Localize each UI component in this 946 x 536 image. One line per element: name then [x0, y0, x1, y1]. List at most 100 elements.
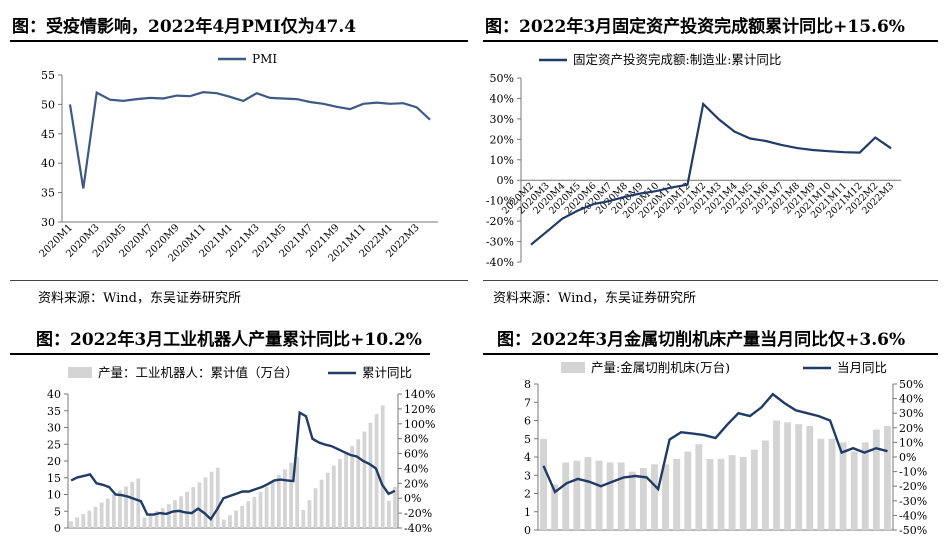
- bar: [338, 458, 342, 528]
- bar: [380, 405, 385, 528]
- source-rule: [10, 280, 468, 281]
- y-tick-label: 5: [524, 433, 531, 446]
- bar: [301, 509, 306, 528]
- legend-label: PMI: [252, 52, 277, 66]
- title-rule: [483, 353, 938, 355]
- bar: [221, 519, 226, 528]
- y2-tick-label: 120%: [404, 403, 435, 416]
- y-tick-label: 2: [524, 488, 531, 501]
- y-tick-label: 3: [524, 469, 531, 482]
- bar: [386, 500, 391, 528]
- y-tick-label: 1: [524, 506, 531, 519]
- bar: [69, 521, 73, 528]
- y2-tick-label: -10%: [899, 466, 927, 479]
- y-tick-label: -30%: [486, 236, 514, 249]
- y2-tick-label: 0%: [404, 492, 421, 505]
- bar: [191, 487, 196, 528]
- bar: [350, 445, 355, 528]
- chart-title: 图：2022年3月金属切削机床产量当月同比仅+3.6%: [497, 330, 906, 350]
- y-tick-label: -10%: [486, 195, 514, 208]
- bar: [75, 517, 80, 528]
- y-tick-label: 35: [41, 187, 55, 200]
- bar: [695, 444, 703, 530]
- bar: [606, 462, 614, 530]
- y2-tick-label: -40%: [899, 509, 927, 522]
- y-tick-label: 0%: [497, 174, 514, 187]
- bar: [283, 469, 287, 528]
- legend-label: 固定资产投资完成额:制造业:累计同比: [573, 52, 781, 67]
- robots-combo-chart: 0 5 10 15 20 25 30 35 40 -40% -20% 0% 20% 40%60% 80% 10…: [47, 365, 435, 535]
- y-tick-label: 40%: [490, 92, 514, 105]
- machine-tools-combo-chart: 0 1 2 3 4 5 6 7 8 -50% -40%-30% -20%-10% 0% 10%20% 30%…: [524, 360, 927, 536]
- bar: [828, 438, 836, 530]
- y2-tick-label: 30%: [899, 407, 923, 420]
- y2-tick-label: 80%: [404, 433, 428, 446]
- y-tick-label: 50: [41, 98, 55, 111]
- y2-tick-label: 0%: [899, 451, 916, 464]
- bar: [166, 504, 171, 528]
- bar: [628, 471, 636, 530]
- y2-tick-label: 20%: [404, 477, 428, 490]
- bar: [706, 458, 714, 530]
- bar: [307, 500, 312, 528]
- bar: [240, 505, 245, 528]
- bar: [584, 457, 592, 530]
- y2-tick-label: 60%: [404, 448, 428, 461]
- bar: [148, 514, 153, 528]
- bar: [215, 467, 220, 528]
- y-tick-label: 50%: [490, 72, 514, 85]
- bar: [289, 462, 293, 528]
- bar: [124, 486, 128, 528]
- series-line: [68, 90, 431, 189]
- legend-swatch-bar: [68, 367, 92, 378]
- bar: [806, 425, 814, 530]
- bar: [93, 506, 98, 528]
- y2-tick-label: 10%: [899, 436, 923, 449]
- bar: [197, 482, 202, 528]
- bar: [325, 472, 330, 528]
- y-tick-label: 5: [54, 505, 61, 518]
- series-line: [542, 392, 888, 494]
- bar: [639, 467, 647, 530]
- y-tick-label: 10: [47, 489, 61, 502]
- chart-panel-pmi: 图：受疫情影响，2022年4月PMI仅为47.4 30 35 40 45 50 55 202…: [10, 0, 470, 310]
- bar: [185, 491, 190, 528]
- bar: [173, 500, 177, 528]
- y2-tick-label: 20%: [899, 422, 923, 435]
- bar: [234, 510, 238, 528]
- bar: [739, 457, 747, 530]
- bar: [651, 464, 658, 530]
- y-tick-label: -20%: [486, 215, 514, 228]
- bar: [246, 501, 251, 528]
- bar: [817, 438, 825, 530]
- y2-tick-label: 50%: [899, 378, 923, 391]
- bar: [761, 440, 769, 530]
- y-tick-label: 30: [41, 216, 55, 229]
- bar: [884, 425, 891, 530]
- bar: [344, 452, 348, 528]
- y2-tick-label: 40%: [899, 393, 923, 406]
- bar: [368, 422, 373, 528]
- bar: [662, 464, 670, 530]
- bar: [861, 442, 869, 530]
- bar: [313, 488, 318, 528]
- y-tick-label: 0: [54, 522, 61, 535]
- source-note: 资料来源：Wind，东吴证券研究所: [493, 291, 696, 306]
- y2-tick-label: -40%: [404, 522, 432, 535]
- y-tick-label: 40: [41, 157, 55, 170]
- bar: [750, 449, 758, 530]
- y-tick-label: 40: [47, 388, 61, 401]
- bar: [319, 479, 324, 528]
- legend-label: 累计同比: [362, 365, 412, 380]
- y-tick-label: 6: [524, 415, 531, 428]
- y2-tick-label: -20%: [899, 480, 927, 493]
- bar: [136, 478, 141, 528]
- y-tick-label: 25: [47, 438, 61, 451]
- legend-swatch-bar: [561, 362, 585, 373]
- y-tick-label: 30: [47, 422, 61, 435]
- bar: [684, 451, 692, 530]
- y-tick-label: 7: [524, 396, 531, 409]
- bar: [839, 442, 847, 530]
- y-tick-label: 45: [41, 128, 55, 141]
- title-rule: [10, 353, 430, 355]
